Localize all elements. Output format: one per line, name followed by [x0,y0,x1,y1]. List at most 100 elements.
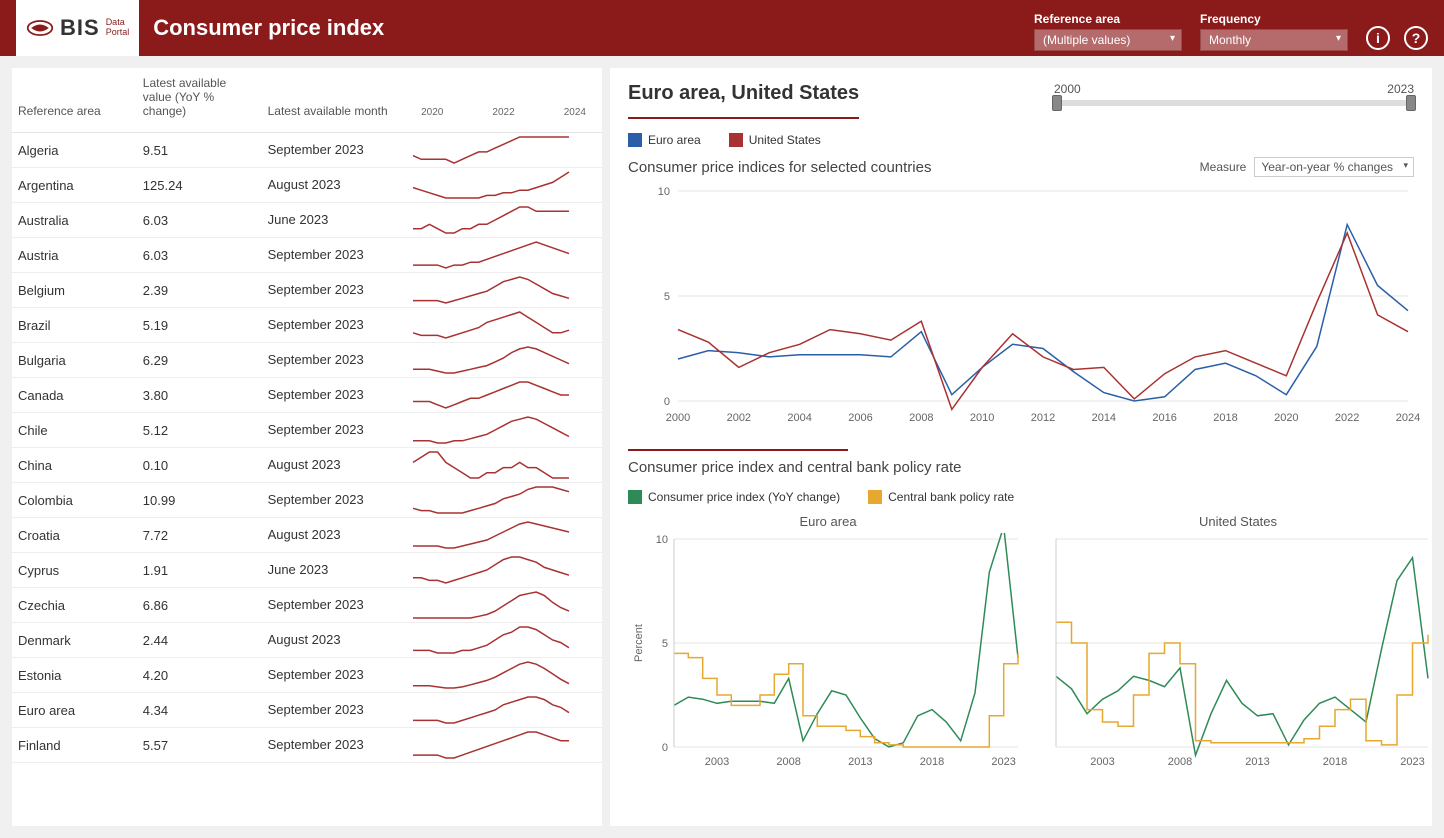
svg-text:2002: 2002 [727,412,751,424]
svg-text:0: 0 [664,396,670,408]
cell-area: Cyprus [12,553,137,588]
svg-text:2013: 2013 [848,756,872,768]
table-row[interactable]: Euro area4.34September 2023 [12,693,602,728]
cell-sparkline [409,238,602,273]
legend-item[interactable]: Central bank policy rate [868,490,1014,504]
cell-sparkline [409,448,602,483]
cell-area: Australia [12,203,137,238]
cell-value: 3.80 [137,378,262,413]
header-icons: i ? [1366,12,1428,50]
slider-handle-right[interactable] [1406,95,1416,111]
cell-area: Czechia [12,588,137,623]
cell-value: 4.20 [137,658,262,693]
cell-value: 5.57 [137,728,262,763]
table-row[interactable]: Bulgaria6.29September 2023 [12,343,602,378]
table-row[interactable]: Czechia6.86September 2023 [12,588,602,623]
col-month[interactable]: Latest available month [262,68,410,133]
svg-text:2024: 2024 [1396,412,1420,424]
logo-text: BIS [60,15,100,41]
chart1[interactable]: 0510200020022004200620082010201220142016… [628,181,1414,431]
table-row[interactable]: Colombia10.99September 2023 [12,483,602,518]
reference-area-select[interactable]: (Multiple values) [1034,29,1182,51]
svg-text:2010: 2010 [970,412,994,424]
cell-sparkline [409,623,602,658]
svg-text:2006: 2006 [848,412,872,424]
svg-text:2008: 2008 [1168,756,1192,768]
cell-value: 9.51 [137,133,262,168]
cell-area: Euro area [12,693,137,728]
legend-chart2: Consumer price index (YoY change) Central… [628,490,1414,504]
panel-title-euro: Euro area [628,514,1028,529]
filter-label: Reference area [1034,12,1182,26]
svg-text:2013: 2013 [1245,756,1269,768]
col-area[interactable]: Reference area [12,68,137,133]
svg-text:2020: 2020 [1274,412,1298,424]
col-sparkline: 2020 2022 2024 [409,68,602,133]
cell-month: September 2023 [262,378,410,413]
measure-select[interactable]: Year-on-year % changes [1254,157,1414,177]
table-row[interactable]: Croatia7.72August 2023 [12,518,602,553]
legend-item[interactable]: Euro area [628,133,701,147]
col-value[interactable]: Latest available value (YoY % change) [137,68,262,133]
header: BIS DataPortal Consumer price index Refe… [0,0,1444,56]
svg-text:2018: 2018 [1323,756,1347,768]
page-title: Consumer price index [153,15,384,41]
cell-value: 7.72 [137,518,262,553]
cell-value: 5.19 [137,308,262,343]
info-icon[interactable]: i [1366,26,1390,50]
cell-area: China [12,448,137,483]
cell-month: August 2023 [262,168,410,203]
svg-text:2008: 2008 [909,412,933,424]
bis-logo-icon [26,14,54,42]
cell-area: Colombia [12,483,137,518]
slider-track[interactable] [1054,100,1414,106]
legend-item[interactable]: Consumer price index (YoY change) [628,490,840,504]
cell-value: 10.99 [137,483,262,518]
svg-text:5: 5 [662,638,668,650]
cell-area: Argentina [12,168,137,203]
countries-table-panel[interactable]: Reference area Latest available value (Y… [12,68,602,826]
cell-area: Bulgaria [12,343,137,378]
svg-text:2008: 2008 [776,756,800,768]
table-row[interactable]: Chile5.12September 2023 [12,413,602,448]
cell-value: 6.29 [137,343,262,378]
svg-text:2000: 2000 [666,412,690,424]
cell-sparkline [409,378,602,413]
chart2-us[interactable]: 20032008201320182023 [1038,533,1432,773]
time-slider[interactable]: 2000 2023 [1054,82,1414,106]
table-row[interactable]: Belgium2.39September 2023 [12,273,602,308]
table-row[interactable]: China0.10August 2023 [12,448,602,483]
table-row[interactable]: Argentina125.24August 2023 [12,168,602,203]
svg-text:10: 10 [656,534,668,546]
table-row[interactable]: Austria6.03September 2023 [12,238,602,273]
slider-handle-left[interactable] [1052,95,1062,111]
svg-text:2023: 2023 [991,756,1015,768]
table-row[interactable]: Brazil5.19September 2023 [12,308,602,343]
legend-item[interactable]: United States [729,133,821,147]
countries-table: Reference area Latest available value (Y… [12,68,602,763]
table-row[interactable]: Finland5.57September 2023 [12,728,602,763]
cell-area: Finland [12,728,137,763]
table-row[interactable]: Cyprus1.91June 2023 [12,553,602,588]
chart2-euro[interactable]: 051020032008201320182023Percent [628,533,1028,773]
cell-area: Croatia [12,518,137,553]
table-row[interactable]: Denmark2.44August 2023 [12,623,602,658]
frequency-select[interactable]: Monthly [1200,29,1348,51]
logo[interactable]: BIS DataPortal [16,0,139,56]
table-row[interactable]: Algeria9.51September 2023 [12,133,602,168]
svg-text:2018: 2018 [920,756,944,768]
slider-min: 2000 [1054,82,1081,96]
table-row[interactable]: Estonia4.20September 2023 [12,658,602,693]
cell-sparkline [409,658,602,693]
cell-area: Belgium [12,273,137,308]
table-row[interactable]: Australia6.03June 2023 [12,203,602,238]
detail-title: Euro area, United States [628,82,859,119]
cell-sparkline [409,273,602,308]
cell-value: 2.39 [137,273,262,308]
table-row[interactable]: Canada3.80September 2023 [12,378,602,413]
help-icon[interactable]: ? [1404,26,1428,50]
logo-subtitle: DataPortal [106,18,130,38]
cell-sparkline [409,133,602,168]
cell-sparkline [409,588,602,623]
cell-area: Denmark [12,623,137,658]
